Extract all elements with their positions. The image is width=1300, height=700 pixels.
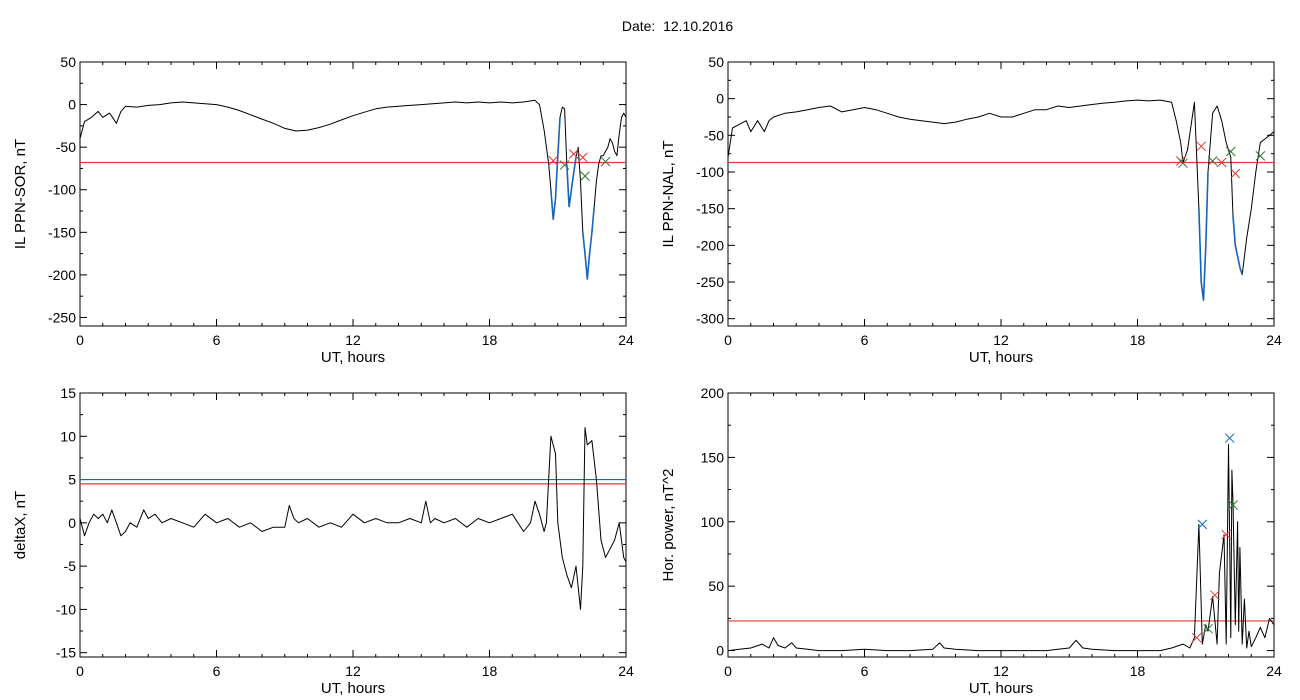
x-tick-label: 24 [618, 663, 634, 679]
y-tick-label: 50 [708, 578, 724, 594]
x-tick-label: 6 [213, 332, 221, 348]
panel-hor-power: 0 6 12 18 24 200 150 100 50 0 UT, hours Hor. power,… [660, 385, 1282, 697]
event-marker [1230, 168, 1241, 179]
event-marker [1225, 146, 1236, 157]
panel-deltax: 0 6 12 18 24 15 10 5 0 -5 -10 -15 UT, hours deltaX, n… [12, 385, 634, 697]
x-tick-label: 0 [76, 663, 84, 679]
series-line [728, 444, 1274, 652]
x-tick-label: 6 [213, 663, 221, 679]
axes-frame [79, 61, 627, 327]
y-tick-label: -15 [56, 645, 76, 661]
event-segment [566, 157, 577, 207]
event-marker [577, 152, 588, 163]
y-tick-label: -5 [64, 558, 77, 574]
x-tick-label: 12 [993, 663, 1009, 679]
y-tick-label: -250 [696, 274, 724, 290]
event-segment [1232, 215, 1243, 275]
event-marker [1209, 590, 1220, 601]
x-tick-label: 12 [345, 332, 361, 348]
figure-title: Date: 12.10.2016 [621, 18, 734, 34]
x-tick-label: 12 [345, 663, 361, 679]
x-tick-label: 24 [618, 332, 634, 348]
event-marker [1196, 141, 1207, 152]
y-axis-label: IL PPN-SOR, nT [12, 139, 29, 249]
panel-il-ppn-sor: 0 6 12 18 24 50 0 -50 -100 -150 -200 -250 UT, hours I… [12, 54, 634, 366]
x-tick-label: 18 [482, 332, 498, 348]
axes-frame [727, 392, 1275, 658]
y-tick-label: -200 [48, 267, 76, 283]
event-marker [1216, 157, 1227, 168]
y-tick-label: 0 [716, 643, 724, 659]
y-tick-label: 200 [701, 385, 725, 401]
y-tick-label: 100 [701, 514, 725, 530]
event-marker [600, 156, 611, 167]
x-axis-label: UT, hours [969, 349, 1033, 366]
event-marker [1178, 158, 1188, 169]
x-axis-label: UT, hours [969, 680, 1033, 697]
y-tick-label: -100 [48, 182, 76, 198]
x-axis-label: UT, hours [321, 680, 385, 697]
event-marker [1228, 500, 1238, 510]
y-tick-label: -250 [48, 309, 76, 325]
x-tick-label: 18 [1130, 663, 1146, 679]
plot-area [80, 427, 626, 610]
x-tick-label: 24 [1266, 663, 1282, 679]
y-tick-label: 15 [60, 385, 76, 401]
y-tick-label: 10 [60, 428, 76, 444]
plot-area [80, 99, 626, 280]
series-line [80, 427, 626, 610]
x-axis-label: UT, hours [321, 349, 385, 366]
event-marker [568, 149, 579, 159]
x-tick-label: 12 [993, 332, 1009, 348]
event-marker [559, 160, 570, 170]
event-marker [1224, 433, 1235, 443]
event-segment [550, 117, 561, 220]
event-segment [1198, 171, 1209, 301]
y-tick-label: 0 [68, 515, 76, 531]
event-marker [1221, 529, 1232, 540]
series-line [728, 99, 1274, 301]
y-tick-label: -100 [696, 164, 724, 180]
y-tick-label: 150 [701, 449, 725, 465]
y-tick-label: 5 [68, 472, 76, 488]
x-tick-label: 18 [482, 663, 498, 679]
y-tick-label: -50 [56, 139, 76, 155]
y-axis-label: Hor. power, nT^2 [660, 469, 677, 582]
event-marker [1197, 519, 1208, 530]
y-tick-label: -200 [696, 237, 724, 253]
x-tick-label: 24 [1266, 332, 1282, 348]
event-marker [1203, 623, 1213, 634]
y-axis-label: IL PPN-NAL, nT [660, 141, 677, 248]
x-tick-label: 6 [861, 332, 869, 348]
y-tick-label: -150 [696, 201, 724, 217]
axes-frame [79, 392, 627, 658]
event-marker [580, 171, 590, 181]
event-segment [582, 206, 595, 280]
x-tick-label: 0 [724, 332, 732, 348]
event-marker [1207, 156, 1218, 166]
y-tick-label: 0 [68, 97, 76, 113]
series-line [80, 99, 626, 280]
x-tick-label: 18 [1130, 332, 1146, 348]
y-tick-label: -50 [704, 127, 724, 143]
y-tick-label: -150 [48, 224, 76, 240]
y-tick-label: -300 [696, 311, 724, 327]
event-marker [548, 155, 559, 166]
y-axis-label: deltaX, nT [12, 491, 29, 559]
y-tick-label: 0 [716, 91, 724, 107]
y-tick-label: 50 [60, 54, 76, 70]
y-tick-label: -10 [56, 601, 76, 617]
panel-il-ppn-nal: 0 6 12 18 24 50 0 -50 -100 -150 -200 -250 -300 UT, ho… [660, 54, 1282, 366]
plot-area [728, 433, 1274, 652]
x-tick-label: 6 [861, 663, 869, 679]
x-tick-label: 0 [724, 663, 732, 679]
x-tick-label: 0 [76, 332, 84, 348]
plot-area [728, 99, 1274, 301]
y-tick-label: 50 [708, 54, 724, 70]
event-marker [1255, 151, 1266, 161]
axes-frame [727, 61, 1275, 327]
event-marker [1191, 632, 1202, 643]
